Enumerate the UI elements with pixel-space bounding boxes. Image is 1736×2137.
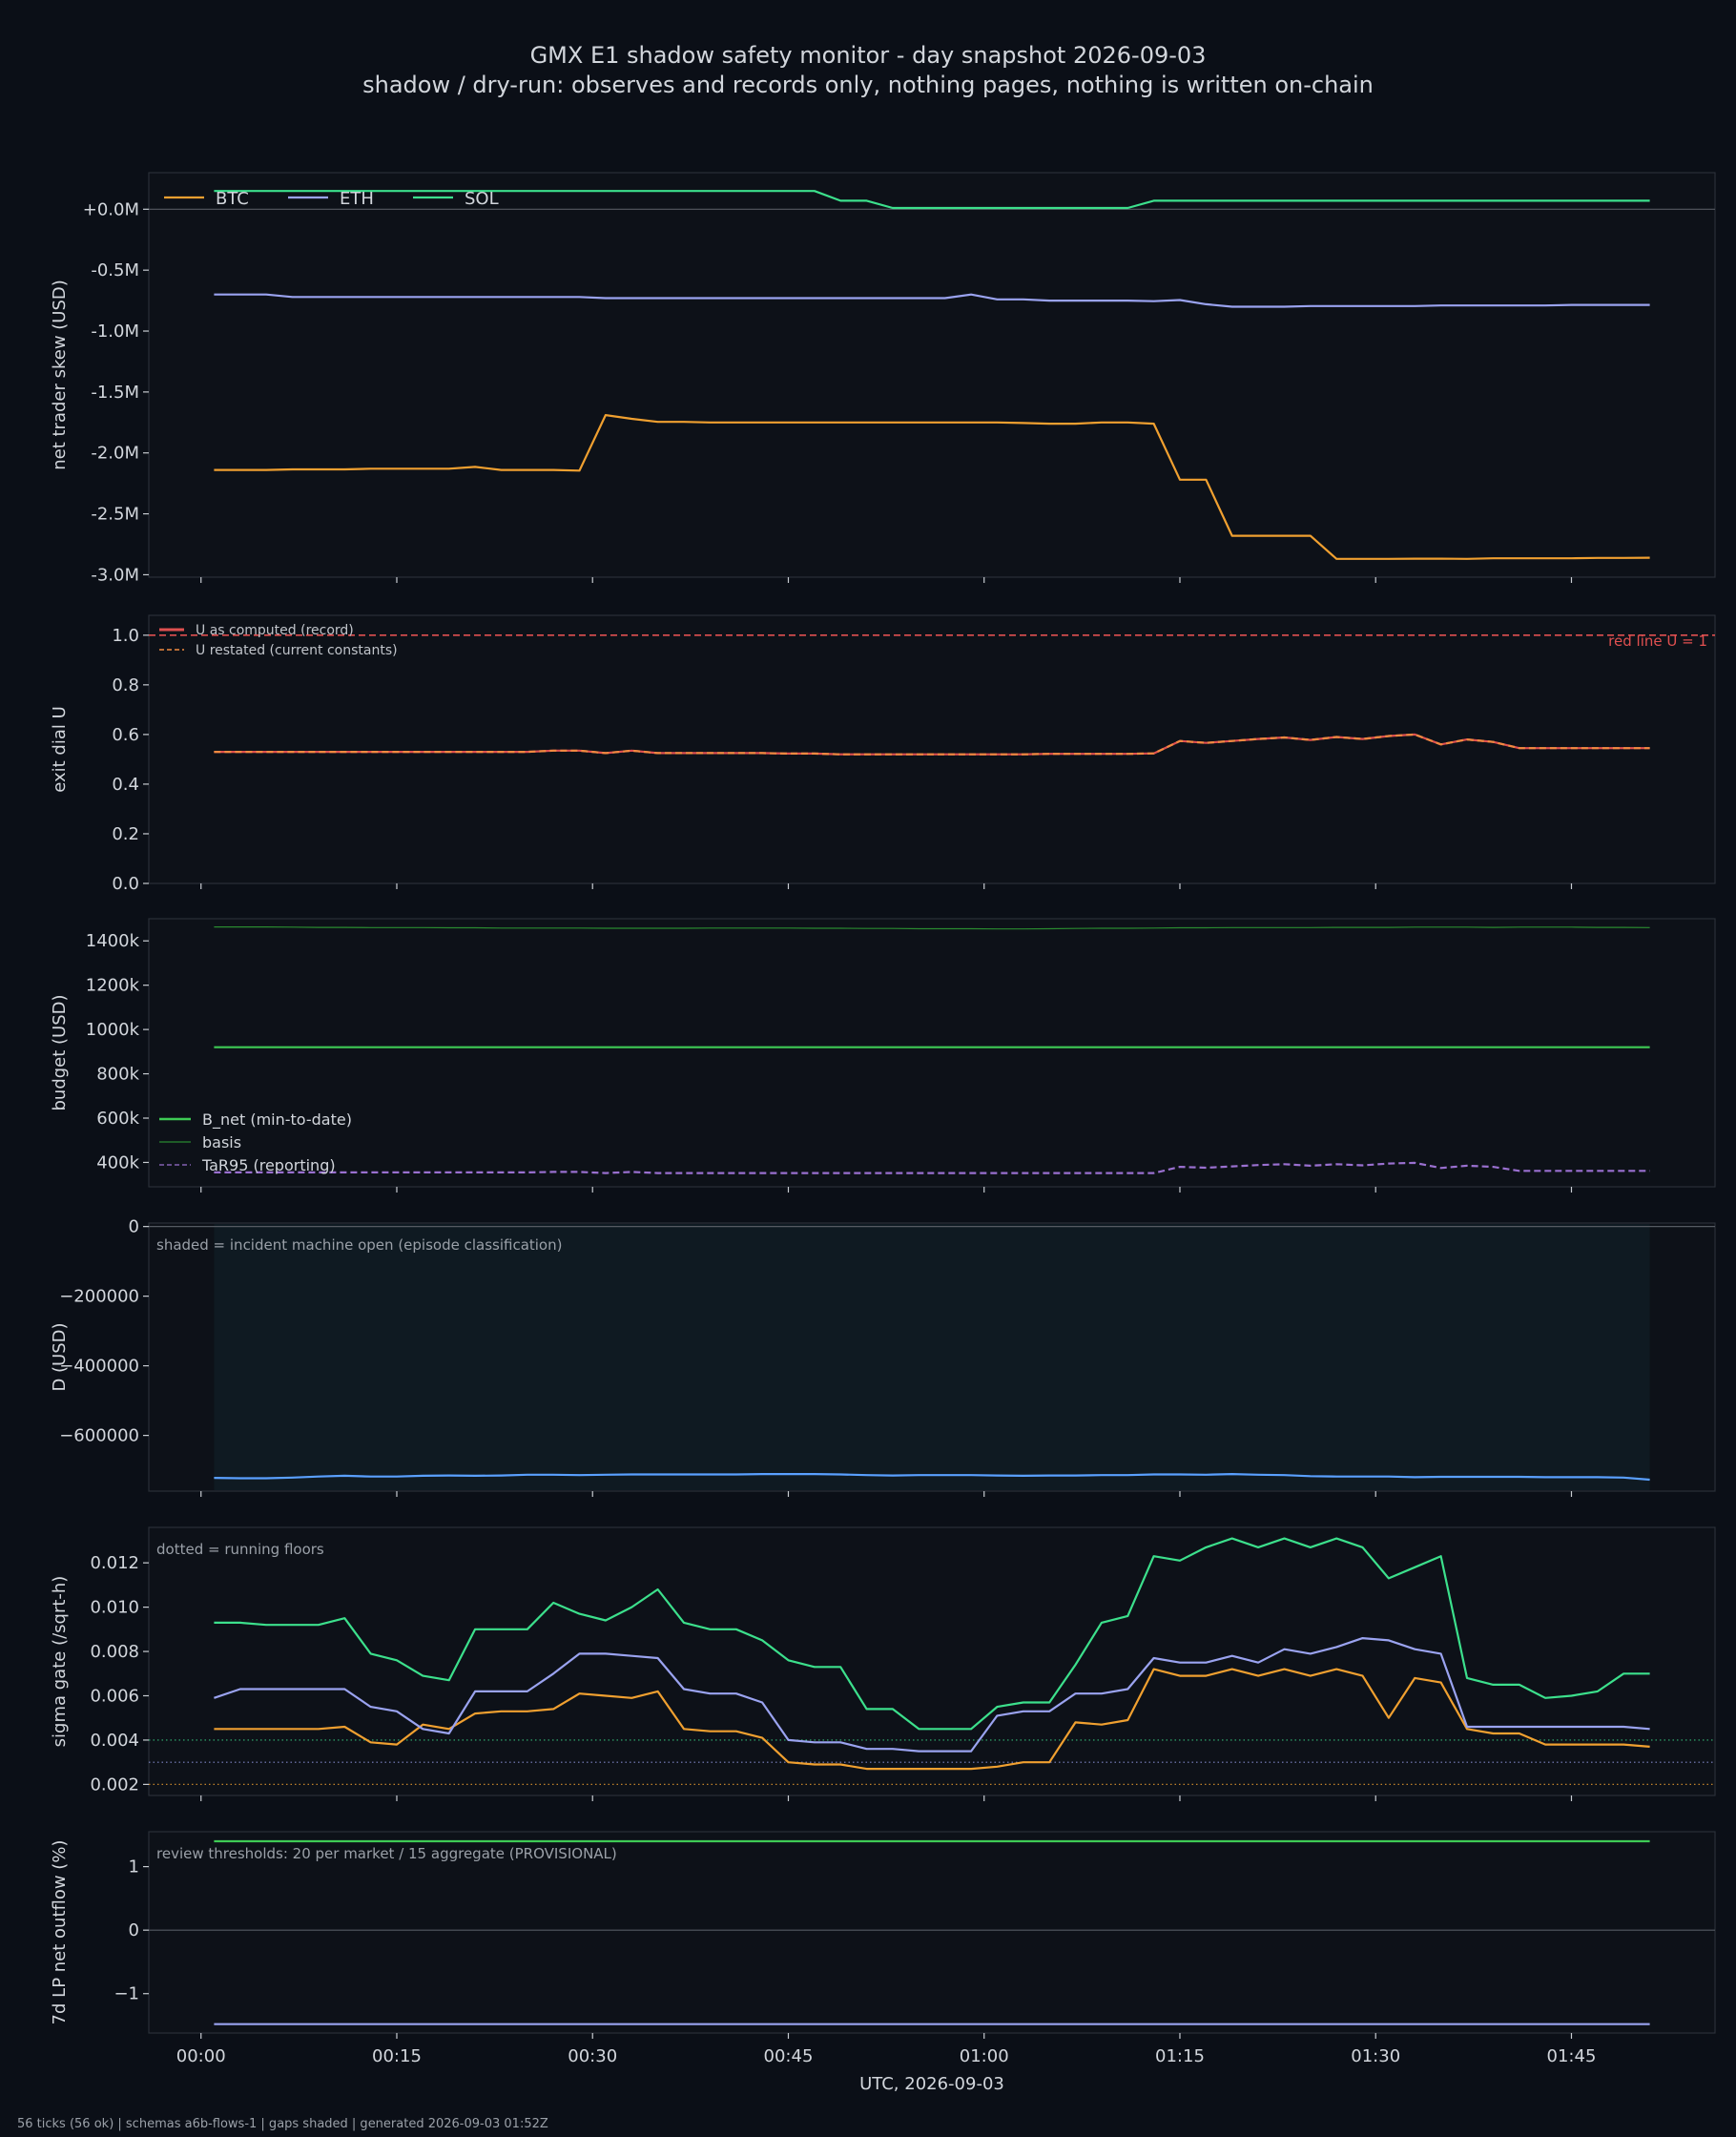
panel-sigma: 0.002 0.004 0.006 0.008 0.010 0.012 sigma gate… (50, 1526, 1716, 1801)
y-tick-label: 0.012 (90, 1553, 139, 1573)
x-tick-label: 01:30 (1351, 2046, 1400, 2066)
panel-frame-exit_dial (148, 614, 1716, 884)
chart-title: GMX E1 shadow safety monitor - day snaps… (530, 42, 1207, 69)
legend-label: U as computed (record) (196, 623, 354, 638)
panel-frame-budget (148, 918, 1716, 1188)
y-tick-label: 1.0 (112, 626, 139, 646)
y-tick-label: 0.2 (112, 824, 139, 844)
x-tick-label: 01:15 (1155, 2046, 1205, 2066)
series-line-budget-2 (214, 1161, 1650, 1174)
x-tick-label: 01:45 (1547, 2046, 1597, 2066)
panel-budget: 400k 600k 800k 1000k 1200k 1400k budget (USD) B… (50, 918, 1716, 1193)
y-tick-label: 0.6 (112, 725, 139, 745)
y-tick-label: -0.5M (91, 260, 139, 280)
y-tick-label: −200000 (59, 1287, 139, 1307)
y-tick-label: 1200k (86, 976, 140, 996)
x-tick-label: 01:00 (960, 2046, 1009, 2066)
footer-note: 56 ticks (56 ok) | schemas a6b-flows-1 |… (17, 2117, 548, 2131)
legend-label: basis (202, 1133, 241, 1151)
x-tick-label: 00:45 (764, 2046, 814, 2066)
panel-d: 0 −200000 −400000 −600000 D (USD) shaded = in… (50, 1217, 1716, 1497)
panel-frame-skew (148, 172, 1716, 578)
y-tick-label: 600k (96, 1109, 139, 1129)
y-tick-label: -1.5M (91, 383, 139, 403)
y-axis-label-exit_dial: exit dial U (50, 706, 70, 793)
y-tick-label: 0.002 (90, 1774, 139, 1795)
series-line-skew-0 (214, 414, 1650, 560)
y-tick-label: 800k (96, 1065, 139, 1085)
y-tick-label: 0.8 (112, 675, 139, 695)
series-line-exit_dial-1 (214, 733, 1650, 756)
y-axis-label-d: D (USD) (50, 1322, 70, 1391)
y-axis-label-lp_outflow: 7d LP net outflow (%) (50, 1840, 70, 2025)
chart-panels: +0.0M -0.5M -1.0M -1.5M -2.0M -2.5M -3.0M net t… (50, 172, 1716, 2066)
y-tick-label: −600000 (59, 1426, 139, 1446)
y-tick-label: 0.0 (112, 874, 139, 894)
y-axis-label-sigma: sigma gate (/sqrt-h) (50, 1576, 70, 1748)
legend-label: B_net (min-to-date) (202, 1110, 352, 1130)
panel-exit_dial: 0.0 0.2 0.4 0.6 0.8 1.0 exit dial U red line U … (50, 614, 1716, 894)
y-tick-label: -2.0M (91, 444, 139, 464)
y-tick-label: -1.0M (91, 322, 139, 342)
panel-lp_outflow: 1 0 −1 00:00 00:15 00:30 00:45 01:00 01:15 01:30 0… (50, 1831, 1716, 2066)
y-tick-label: -2.5M (91, 505, 139, 525)
series-line-budget-1 (214, 925, 1650, 930)
y-tick-label: 0.008 (90, 1642, 139, 1662)
series-line-sigma-2 (214, 1537, 1650, 1731)
y-tick-label: 0.006 (90, 1686, 139, 1706)
y-tick-label: 0.010 (90, 1598, 139, 1618)
y-tick-label: 0.004 (90, 1731, 139, 1751)
series-line-d-0 (214, 1472, 1650, 1482)
panel-frame-lp_outflow (148, 1831, 1716, 2034)
y-tick-label: 1400k (86, 931, 140, 951)
legend-label: U restated (current constants) (196, 643, 398, 658)
legend-label: BTC (216, 189, 249, 209)
legend-label: TaR95 (reporting) (201, 1156, 336, 1174)
legend-label: SOL (465, 189, 499, 209)
y-axis-label-skew: net trader skew (USD) (50, 280, 70, 470)
series-line-skew-2 (214, 190, 1650, 210)
y-tick-label: 1 (129, 1857, 139, 1878)
panel-skew: +0.0M -0.5M -1.0M -1.5M -2.0M -2.5M -3.0M net t… (50, 172, 1716, 585)
panel-annotation-lp_outflow: review thresholds: 20 per market / 15 ag… (156, 1845, 617, 1862)
series-line-sigma-1 (214, 1636, 1650, 1753)
y-tick-label: 0 (129, 1920, 139, 1940)
x-axis-label: UTC, 2026-09-03 (859, 2074, 1004, 2094)
legend-label: ETH (340, 189, 374, 209)
y-tick-label: 0 (129, 1217, 139, 1237)
y-tick-label: +0.0M (83, 199, 139, 219)
y-axis-label-budget: budget (USD) (50, 994, 70, 1110)
y-tick-label: −1 (114, 1984, 139, 2004)
x-tick-label: 00:15 (372, 2046, 422, 2066)
y-tick-label: 400k (96, 1152, 139, 1172)
y-tick-label: 1000k (86, 1020, 140, 1040)
y-tick-label: 0.4 (112, 775, 139, 795)
y-tick-label: −400000 (59, 1357, 139, 1377)
panel-frame-sigma (148, 1526, 1716, 1796)
y-tick-label: -3.0M (91, 565, 139, 585)
x-tick-label: 00:00 (176, 2046, 226, 2066)
panel-annotation-sigma: dotted = running floors (156, 1541, 324, 1558)
redline-annotation: red line U = 1 (1608, 633, 1707, 650)
chart-subtitle: shadow / dry-run: observes and records o… (362, 72, 1374, 98)
x-tick-label: 00:30 (568, 2046, 617, 2066)
series-line-skew-1 (214, 293, 1650, 308)
panel-annotation-d: shaded = incident machine open (episode … (156, 1236, 562, 1254)
incident-shade (214, 1224, 1650, 1490)
